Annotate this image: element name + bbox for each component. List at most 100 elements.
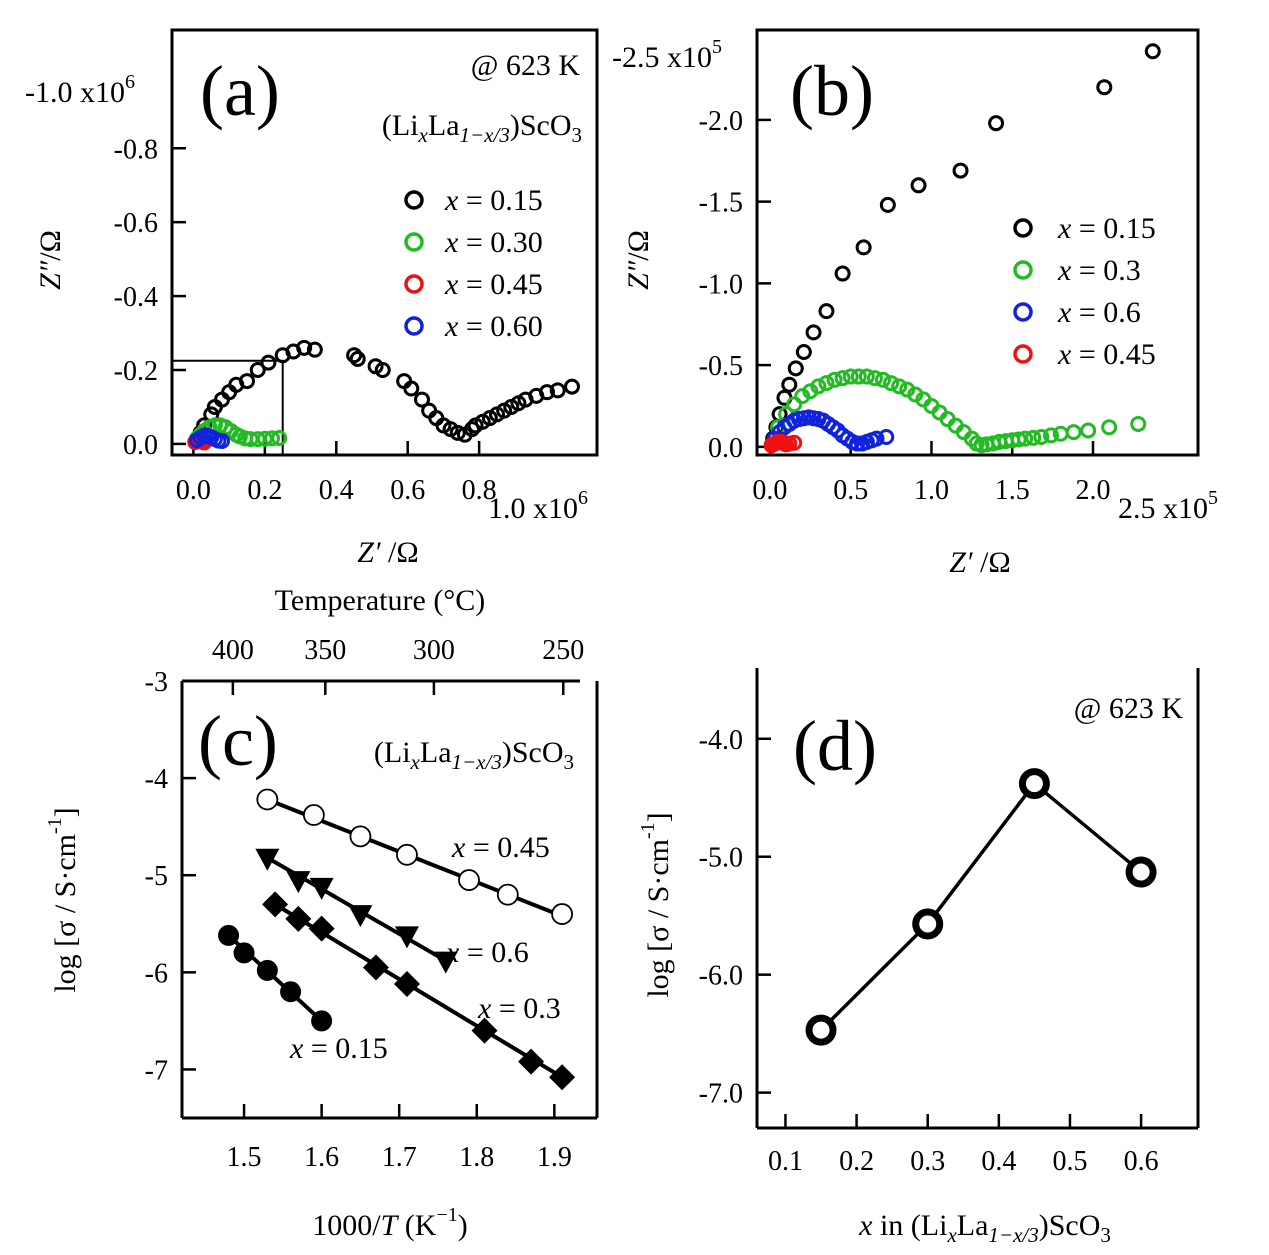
panel-d-line [819, 781, 1143, 1032]
panel-b-x-scale: 2.5 x105 [1118, 487, 1218, 525]
panel-c-point [362, 954, 389, 981]
panel-d-x-tick-label: 0.2 [839, 1146, 874, 1177]
panel-c-top-tick-label: 400 [212, 635, 254, 666]
panel-a-y-tick-label: 0.0 [123, 430, 158, 461]
panel-b-point [879, 196, 896, 213]
panel-a-point [264, 430, 280, 447]
panel-c-point [233, 942, 255, 964]
panel-c-top-tick-label: 350 [304, 635, 346, 666]
panel-a-point [449, 424, 466, 441]
panel-c-point [393, 970, 420, 997]
panel-a-point [239, 373, 255, 390]
panel-a-point [549, 382, 566, 399]
panel-a-y-tick-label: -0.6 [114, 208, 158, 239]
panel-a-formula: (LixLa1−x/3)ScO3 [382, 109, 582, 147]
panel-c-point [433, 951, 458, 974]
panel-a-point [403, 380, 420, 397]
panel-d-point [1125, 856, 1157, 888]
panel-c-point [218, 924, 240, 946]
panel-c-point [348, 905, 373, 928]
panel-b-point [781, 376, 798, 393]
panel-c-x-label: 1000/T (K−1) [312, 1204, 467, 1242]
panel-b-point [1065, 424, 1082, 441]
panel-d-x-tick-label: 0.5 [1052, 1146, 1087, 1177]
panel-a-point [271, 430, 288, 446]
panel-b-point [786, 434, 803, 451]
panel-a-point [374, 362, 391, 378]
panel-a-point [464, 421, 480, 438]
panel-b-legend-label: x = 0.15 [1057, 212, 1156, 245]
panel-a-label: (a) [200, 51, 280, 131]
panel-b-point [787, 360, 804, 377]
panel-d-y-tick-label: -4.0 [699, 725, 743, 756]
panel-c-top-x-label: Temperature (°C) [275, 584, 486, 617]
panel-d: 0.1 0.2 0.3 0.4 0.5 0.6 -4.0 -5.0 -6.0 -7.0 (d) @… [637, 668, 1200, 1247]
panel-a-point [414, 391, 430, 408]
panel-d-x-tick-label: 0.4 [981, 1146, 1016, 1177]
panel-b-point [810, 378, 827, 395]
panel-b-point [883, 375, 900, 392]
panel-c-series-label-1: x = 0.6 [445, 936, 529, 969]
panel-c-y-tick-label: -6 [145, 958, 168, 989]
panel-b-point [988, 115, 1005, 132]
panel-a-point [260, 354, 277, 371]
panel-d-temperature: @ 623 K [1074, 692, 1184, 725]
panel-b-point [842, 368, 859, 385]
panel-b-legend-marker [1013, 218, 1033, 238]
panel-c-point [471, 1017, 498, 1044]
panel-d-y-tick-label: -6.0 [699, 961, 743, 992]
panel-a-legend-label: x = 0.15 [444, 184, 543, 217]
panel-c-y-tick-label: -5 [145, 861, 168, 892]
panel-b-legend-marker [1013, 260, 1033, 280]
panel-c-point [311, 1010, 333, 1032]
panel-a-x-tick-label: 0.6 [390, 475, 425, 506]
panel-b-point [826, 371, 843, 388]
panel-c-x-tick-label: 1.8 [459, 1142, 494, 1173]
panel-b-point [805, 324, 822, 341]
panel-b-y-tick-label: -2.0 [699, 106, 743, 137]
panel-b-legend-label: x = 0.45 [1057, 338, 1156, 371]
panel-b-point [834, 265, 851, 282]
panel-b-point [858, 368, 875, 385]
panel-a-point [564, 378, 580, 395]
panel-d-y-label: log [σ / S·cm-1] [637, 812, 675, 997]
panel-a-x-tick-label: 0.0 [176, 475, 211, 506]
panel-a-legend-label: x = 0.60 [444, 310, 543, 343]
panel-b-point [1144, 43, 1161, 60]
panel-b-x-label: Z′ /Ω [949, 546, 1010, 579]
panel-b-point [818, 375, 835, 392]
panel-b-legend-marker [1013, 302, 1033, 322]
panel-a-point [539, 384, 555, 401]
panel-a-x-tick-label: 0.8 [462, 475, 497, 506]
panel-b-x-tick-label: 0.5 [833, 475, 868, 506]
panel-a-legend-label: x = 0.45 [444, 268, 543, 301]
panel-b-y-tick-label: -1.5 [699, 188, 743, 219]
panel-b-point [891, 378, 908, 395]
panel-b-label: (b) [790, 51, 874, 131]
panel-c-y-tick-label: -3 [145, 667, 168, 698]
panel-b-legend-label: x = 0.3 [1057, 254, 1141, 287]
panel-a-frame [170, 28, 599, 457]
panel-d-point [805, 1014, 837, 1046]
panel-a-y-tick-label: -0.4 [114, 282, 158, 313]
panel-b-y-tick-label: -0.5 [699, 351, 743, 382]
panel-a-point [296, 339, 313, 356]
panel-c-point [396, 843, 418, 866]
panel-c-top-tick-label: 250 [542, 635, 584, 666]
panel-a-point [349, 350, 366, 367]
panel-c-point [280, 981, 302, 1003]
panel-a-y-tick-label: -0.2 [114, 356, 158, 387]
panel-b-point [910, 177, 927, 194]
panel-d-point [912, 908, 944, 940]
panel-b-legend-marker [1013, 344, 1033, 364]
panel-b-y-tick-label: 0.0 [708, 433, 743, 464]
panel-c-top-tick-label: 300 [413, 635, 455, 666]
panel-c-point [256, 959, 278, 981]
panel-b-point [875, 371, 891, 388]
panel-c-x-tick-label: 1.5 [227, 1142, 262, 1173]
panel-b: 0.0 0.5 1.0 1.5 2.0 0.0 -0.5 -1.0 -1.5 -2.0 (b) x… [612, 28, 1218, 579]
panel-b-point [878, 429, 895, 446]
panel-c-y-tick-label: -4 [145, 764, 168, 795]
panel-b-point [1080, 422, 1097, 439]
